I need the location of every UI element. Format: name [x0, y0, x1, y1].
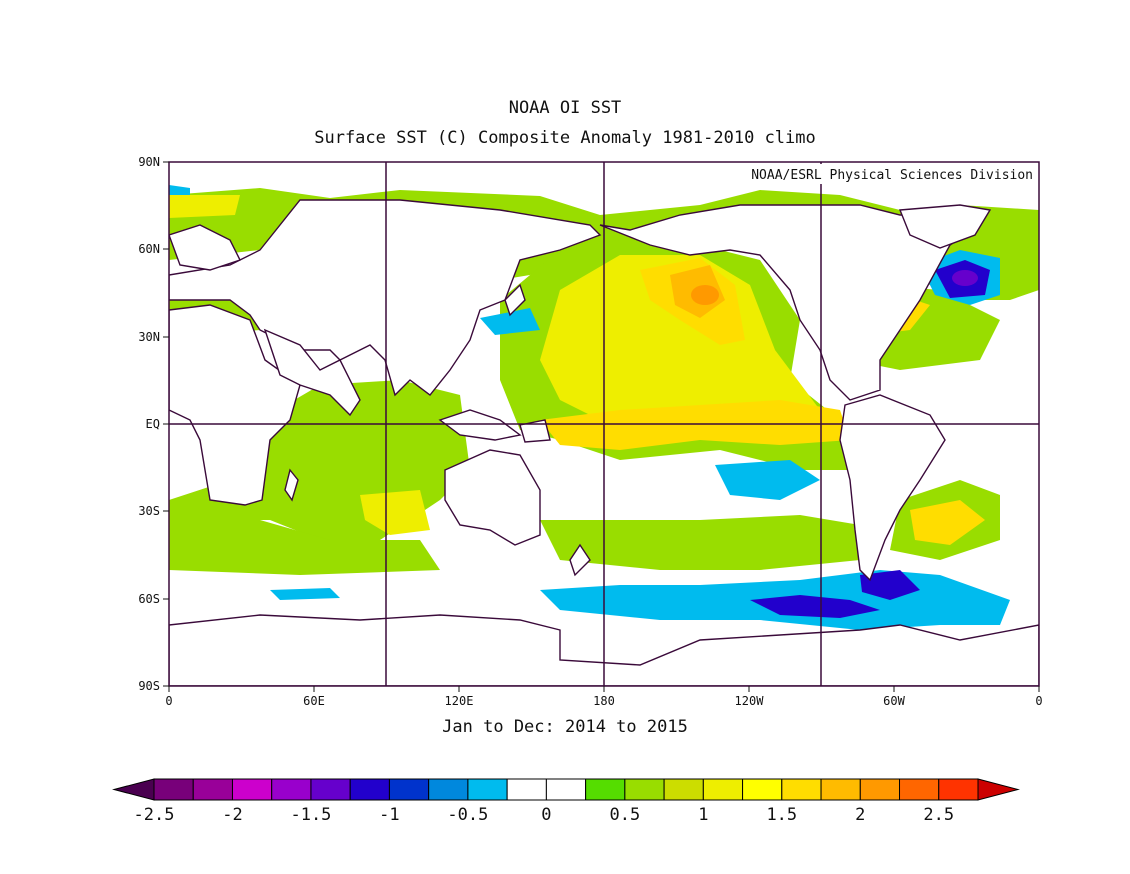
map-title: NOAA OI SST — [508, 98, 622, 118]
colorbar-box — [428, 778, 469, 801]
colorbar-box — [388, 778, 430, 801]
colorbar-box — [153, 778, 194, 801]
lat-label-30n: 30N — [138, 330, 160, 344]
colorbar-box — [624, 778, 665, 801]
colorbar-box — [938, 778, 979, 801]
colorbar-box — [702, 778, 744, 801]
anomaly-patch-npacific-inner — [540, 255, 830, 440]
credit-label: NOAA/ESRL Physical Sciences Division — [751, 168, 1033, 183]
colorbar-tick-label: -2.5 — [134, 805, 175, 825]
anomaly-patch-south-atlantic-warm — [910, 500, 985, 545]
landmass-scandinavia — [169, 224, 241, 271]
lat-label-60s: 60S — [138, 592, 160, 606]
credit-backdrop — [715, 164, 1037, 184]
lat-label-30s: 30S — [138, 504, 160, 518]
lat-label-90s: 90S — [138, 679, 160, 693]
colorbar-tick-label: 2.5 — [923, 805, 954, 825]
colorbar-box — [899, 778, 940, 801]
anomaly-patch-barents — [169, 195, 240, 218]
anomaly-patch-npacific-peak — [691, 285, 719, 305]
landmass-north-america — [599, 204, 982, 401]
lon-label-180: 180 — [593, 694, 615, 708]
landmass-arabia-india — [263, 328, 361, 417]
colorbar-right-arrow — [977, 778, 1020, 801]
anomaly-patch-indian-cool — [270, 588, 340, 600]
landmass-south-america — [839, 394, 946, 582]
colorbar-box — [663, 778, 704, 801]
lat-label-eq: EQ — [146, 417, 160, 431]
sst-anomaly-map: NOAA/ESRL Physical Sciences Division 90N… — [138, 155, 1042, 708]
anomaly-patch-cold-peak — [952, 270, 978, 286]
colorbar-tick-label: -0.5 — [447, 805, 488, 825]
anomaly-patch-southern-core2 — [860, 570, 920, 600]
anomaly-patch-indian-warm — [360, 490, 430, 535]
lat-label-90n: 90N — [138, 155, 160, 169]
landmass-madagascar — [284, 468, 299, 502]
lon-label-120e: 120E — [445, 694, 474, 708]
colorbar-tick-label: -1.5 — [290, 805, 331, 825]
landmass-japan — [504, 283, 526, 317]
anomaly-patch-spacific-cool — [715, 460, 820, 500]
colorbar-box — [231, 778, 273, 801]
colorbar-box — [545, 778, 587, 801]
anomaly-patch-south-indian — [169, 520, 440, 575]
landmass-indonesia — [438, 409, 522, 441]
period-label: Jan to Dec: 2014 to 2015 — [442, 717, 688, 737]
colorbar-box — [349, 778, 390, 801]
landmass-new-zealand — [569, 543, 591, 577]
colorbar-box — [742, 778, 783, 801]
colorbar-labels: -2.5 -2 -1.5 -1 -0.5 0 0.5 1 1.5 2 2.5 — [134, 805, 955, 825]
colorbar-box — [781, 778, 822, 801]
anomaly-patch-south-pacific — [540, 515, 860, 570]
colorbar-box — [859, 778, 901, 801]
lon-label-0: 0 — [165, 694, 172, 708]
colorbar-box — [585, 778, 626, 801]
lon-label-120w: 120W — [735, 694, 765, 708]
colorbar-tick-label: 0 — [541, 805, 551, 825]
colorbar-tick-label: 2 — [855, 805, 865, 825]
lon-label-60w: 60W — [883, 694, 905, 708]
landmass-eurasia — [169, 199, 602, 397]
colorbar-tick-label: -2 — [222, 805, 242, 825]
axis-ticks — [163, 161, 1040, 692]
landmass-new-guinea — [519, 419, 551, 443]
lon-labels: 0 60E 120E 180 120W 60W 0 — [165, 694, 1042, 708]
anomaly-patch-equatorial — [540, 400, 850, 450]
colorbar-box — [467, 778, 508, 801]
colorbar-box — [506, 778, 547, 801]
map-subtitle: Surface SST (C) Composite Anomaly 1981-2… — [314, 128, 816, 148]
lon-label-60e: 60E — [303, 694, 325, 708]
landmass-greenland — [898, 204, 992, 249]
lat-label-60n: 60N — [138, 242, 160, 256]
colorbar-box — [310, 778, 351, 801]
map-grid — [168, 161, 1040, 687]
colorbar-box — [820, 778, 861, 801]
colorbar-tick-label: 1 — [698, 805, 708, 825]
colorbar-box — [192, 778, 233, 801]
anomaly-patch-kuroshio-cool — [480, 308, 540, 335]
colorbar-tick-label: 1.5 — [766, 805, 797, 825]
colorbar-box — [271, 778, 312, 801]
anomaly-patch-southern-core — [750, 595, 880, 618]
lon-label-0-right: 0 — [1035, 694, 1042, 708]
colorbar-boxes — [112, 778, 1020, 801]
lat-labels: 90N 60N 30N EQ 30S 60S 90S — [138, 155, 160, 693]
landmass-australia — [444, 449, 541, 546]
colorbar-tick-label: -1 — [379, 805, 399, 825]
colorbar-tick-label: 0.5 — [609, 805, 640, 825]
colorbar-left-arrow — [112, 778, 155, 801]
